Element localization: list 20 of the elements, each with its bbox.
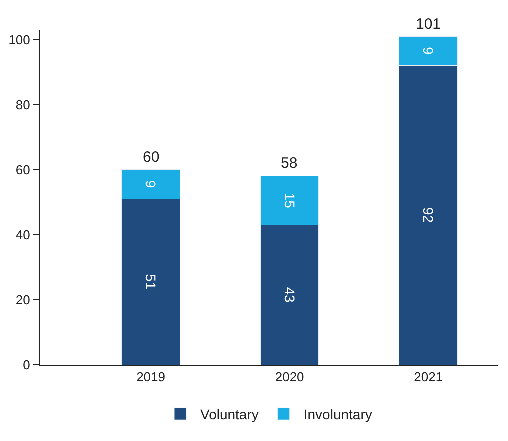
y-tick-label: 0 — [23, 358, 30, 373]
total-label: 58 — [281, 155, 298, 172]
y-tick-label: 40 — [16, 227, 30, 242]
data-label: 15 — [282, 192, 298, 209]
y-tick-label: 20 — [16, 292, 30, 308]
data-label: 51 — [143, 274, 160, 290]
x-tick-label: 2019 — [136, 370, 166, 385]
y-tick-label: 60 — [16, 162, 30, 178]
data-label: 9 — [420, 47, 437, 56]
legend-label: Involuntary — [304, 406, 372, 423]
data-label: 43 — [282, 287, 298, 303]
legend-label: Voluntary — [200, 406, 259, 423]
total-label: 101 — [416, 16, 442, 33]
y-tick-label: 100 — [8, 32, 30, 48]
data-label: 92 — [420, 207, 437, 224]
x-tick-label: 2020 — [275, 370, 304, 385]
y-tick-label: 80 — [16, 97, 30, 112]
total-label: 60 — [143, 149, 160, 166]
data-label: 9 — [143, 180, 160, 188]
x-tick-label: 2021 — [414, 370, 444, 385]
